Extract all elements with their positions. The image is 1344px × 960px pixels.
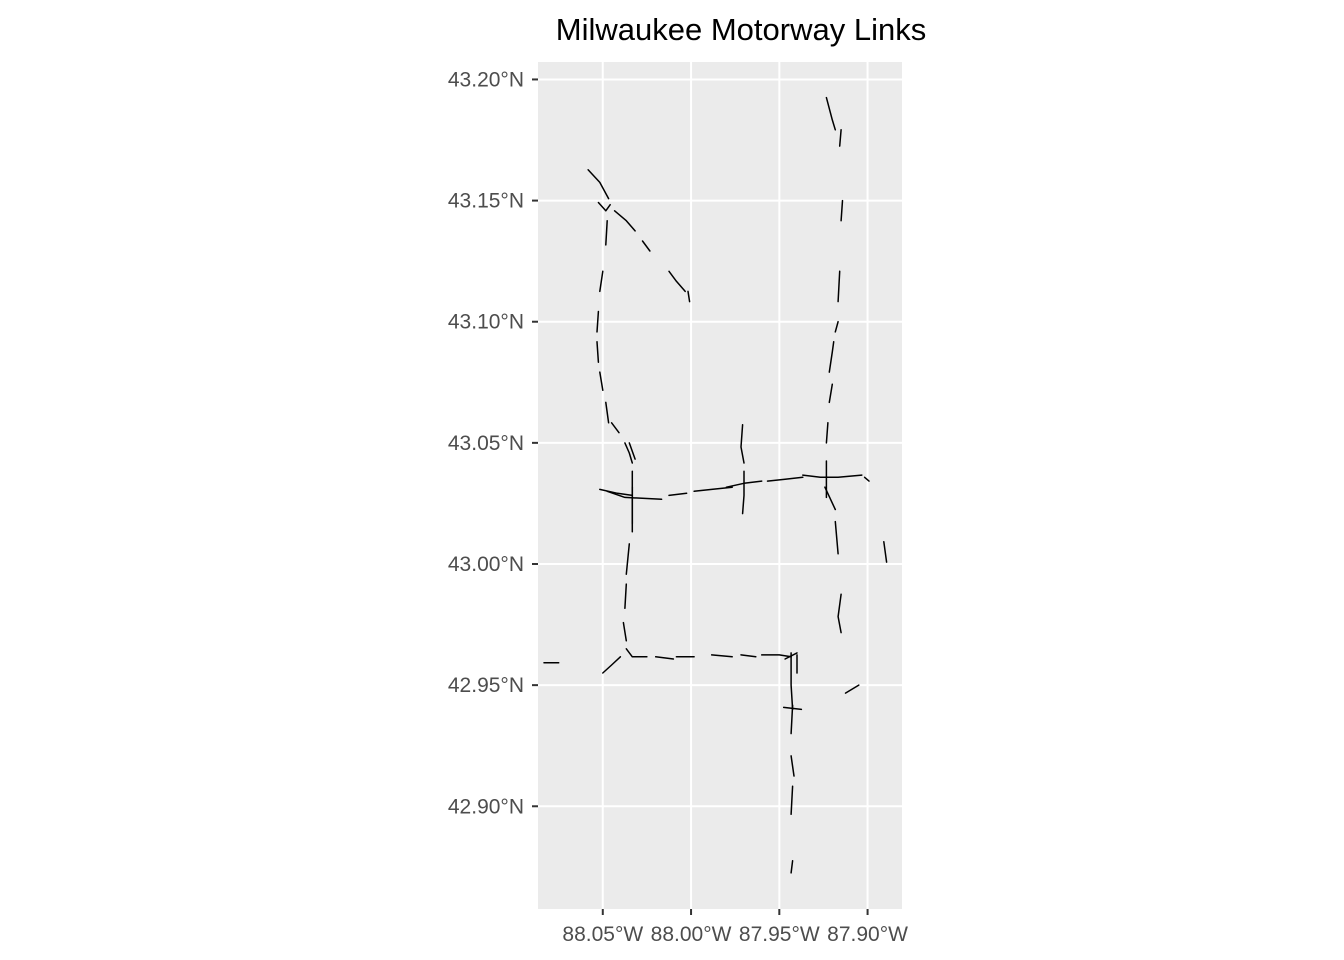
motorway-link [625, 543, 631, 575]
motorway-link [802, 474, 863, 479]
motorway-link [790, 785, 794, 816]
motorway-link [834, 320, 839, 333]
motorway-link [622, 621, 628, 642]
motorway-link [825, 422, 829, 444]
motorway-link [740, 654, 757, 658]
motorway-link [790, 860, 794, 874]
y-tick-label: 43.10°N [448, 311, 524, 334]
motorway-link [741, 470, 745, 515]
motorway-link [790, 652, 794, 711]
motorway-link [605, 401, 610, 424]
motorway-link [837, 593, 842, 634]
motorway-link [844, 684, 860, 694]
motorway-link [596, 310, 600, 333]
y-tick-label: 42.90°N [448, 795, 524, 818]
motorway-link [605, 219, 608, 246]
motorway-link [782, 706, 803, 711]
x-tick-label: 88.05°W [562, 923, 643, 946]
y-tick-label: 43.15°N [448, 190, 524, 213]
motorway-link [599, 371, 604, 392]
motorway-link [863, 476, 870, 482]
y-tick-label: 43.00°N [448, 553, 524, 576]
motorway-link [840, 199, 844, 222]
motorway-link [790, 704, 794, 735]
motorway-link [624, 442, 634, 464]
motorway-link [824, 486, 837, 511]
motorway-link [599, 270, 604, 293]
motorway-link [825, 96, 837, 131]
motorway-link [624, 583, 628, 610]
motorway-link [687, 290, 691, 303]
x-tick-label: 87.95°W [739, 923, 820, 946]
motorway-link [597, 201, 611, 212]
motorway-link [628, 442, 636, 460]
x-axis: 88.05°W 88.00°W 87.95°W 87.90°W [562, 909, 908, 946]
motorway-link [668, 492, 688, 497]
x-tick-label: 87.90°W [827, 923, 908, 946]
y-tick-label: 43.05°N [448, 432, 524, 455]
motorway-link [613, 210, 636, 232]
motorway-link [838, 129, 842, 147]
motorway-link [668, 270, 686, 293]
graticule [538, 62, 902, 909]
map-title: Milwaukee Motorway Links [556, 12, 926, 47]
motorway-link [641, 240, 651, 252]
motorway-link [693, 486, 733, 493]
motorway-links [543, 96, 888, 874]
y-tick-label: 42.95°N [448, 674, 524, 697]
y-axis: 43.20°N 43.15°N 43.10°N 43.05°N 43.00°N 42.95… [448, 68, 538, 818]
motorway-link [766, 476, 804, 482]
motorway-link [834, 520, 839, 555]
motorway-link [625, 648, 648, 658]
motorway-link [828, 341, 835, 373]
motorway-link [596, 341, 600, 363]
motorway-link [602, 656, 622, 674]
motorway-link [837, 270, 841, 303]
motorway-link [760, 654, 792, 658]
motorway-link [654, 656, 675, 660]
motorway-link [587, 169, 610, 200]
motorway-link [610, 422, 620, 434]
motorway-link [790, 755, 795, 777]
motorway-link [740, 423, 745, 464]
motorway-link [710, 654, 733, 658]
motorway-link [606, 490, 663, 501]
motorway-link [828, 383, 834, 404]
plot-panel [538, 62, 902, 909]
motorway-link [599, 488, 634, 497]
y-tick-label: 43.20°N [448, 68, 524, 91]
motorway-link [883, 540, 888, 563]
x-tick-label: 88.00°W [651, 923, 732, 946]
